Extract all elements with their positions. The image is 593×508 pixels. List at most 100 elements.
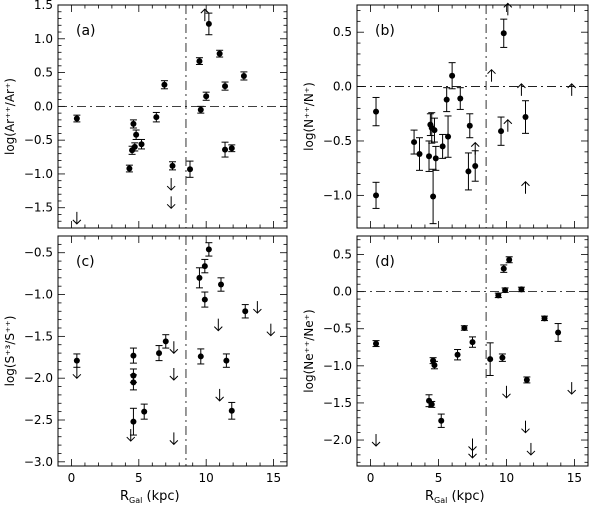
x-tick-label: 10 xyxy=(199,471,214,485)
y-tick-label: 0.0 xyxy=(333,285,352,299)
data-point xyxy=(500,18,508,48)
plot-frame xyxy=(57,4,288,229)
data-point xyxy=(129,119,137,129)
data-point xyxy=(131,142,139,152)
arrow-head xyxy=(166,185,176,191)
data-marker xyxy=(242,308,249,315)
data-marker xyxy=(495,292,502,299)
upper-limit-arrow xyxy=(166,178,176,191)
svg-text:RGal (kpc): RGal (kpc) xyxy=(425,489,485,505)
data-point xyxy=(201,258,209,274)
upper-limit-arrow xyxy=(166,196,176,210)
data-marker xyxy=(498,128,505,135)
data-marker xyxy=(228,145,235,152)
data-point xyxy=(138,138,146,150)
data-marker xyxy=(153,114,160,121)
data-point xyxy=(205,242,213,257)
data-marker xyxy=(500,265,507,272)
data-marker xyxy=(432,155,439,162)
y-tick-label: 0.0 xyxy=(34,99,53,113)
data-point xyxy=(222,353,230,368)
data-marker xyxy=(141,408,148,415)
data-point xyxy=(217,277,225,292)
arrow-head xyxy=(266,331,276,337)
data-point xyxy=(456,87,464,110)
panel-d: 0 5 10 15 0.5 0.0 −0.5 −1.0 −1.5 −2.0 log(Ne⁺⁺/Ne⁺… xyxy=(302,235,589,485)
arrow-head xyxy=(517,83,526,89)
data-point xyxy=(186,160,194,178)
data-point xyxy=(454,349,462,361)
arrow-head xyxy=(567,83,577,89)
data-point xyxy=(416,137,424,171)
data-point xyxy=(541,315,549,322)
y-axis-title: log(Ar⁺⁺/Ar⁺) xyxy=(3,78,17,155)
lower-limit-arrow xyxy=(503,2,513,16)
data-point xyxy=(500,264,508,273)
data-marker xyxy=(506,256,513,263)
data-point xyxy=(432,145,440,171)
x-axis-title-right-sub: Gal xyxy=(434,496,447,505)
arrow-head xyxy=(200,8,210,14)
x-axis-title-left-main: R xyxy=(120,489,129,504)
upper-limit-arrow xyxy=(169,368,179,381)
data-point xyxy=(428,400,436,408)
y-tick-label: −1.5 xyxy=(323,396,352,410)
plot-frame xyxy=(57,235,288,467)
data-marker xyxy=(430,193,437,200)
data-marker xyxy=(203,93,210,100)
y-tick-label: −1.5 xyxy=(24,201,53,215)
lower-limit-arrow xyxy=(200,8,210,22)
arrow-head xyxy=(169,375,179,381)
data-point xyxy=(129,407,137,436)
data-point xyxy=(129,347,137,364)
data-point xyxy=(448,62,456,90)
y-tick-label: −1.5 xyxy=(24,329,53,343)
data-marker xyxy=(197,353,204,360)
data-point xyxy=(444,115,452,158)
data-point xyxy=(228,144,236,153)
panel-label: (a) xyxy=(76,23,96,39)
svg-text:RGal (kpc): RGal (kpc) xyxy=(120,489,180,505)
data-marker xyxy=(216,50,223,57)
data-marker xyxy=(443,96,450,103)
data-point xyxy=(155,345,163,362)
data-marker xyxy=(217,281,224,288)
data-point xyxy=(73,114,81,123)
x-tick-label: 15 xyxy=(266,471,281,485)
x-tick-label: 5 xyxy=(135,471,143,485)
x-tick-label: 0 xyxy=(367,471,375,485)
y-tick-label: −1.0 xyxy=(24,167,53,181)
data-point xyxy=(439,133,447,159)
data-point xyxy=(195,267,203,289)
data-point xyxy=(425,140,433,172)
data-point xyxy=(410,129,418,155)
data-marker xyxy=(523,376,530,383)
upper-limit-arrow xyxy=(521,420,530,434)
upper-limit-arrow xyxy=(253,301,262,314)
data-point xyxy=(129,374,137,391)
data-point xyxy=(197,348,205,365)
y-tick-label: −3.0 xyxy=(24,455,53,469)
data-marker xyxy=(201,263,208,270)
data-point xyxy=(205,12,213,36)
data-point xyxy=(195,57,203,65)
y-tick-label: −1.0 xyxy=(24,288,53,302)
lower-limit-arrow xyxy=(487,69,496,82)
upper-limit-arrow xyxy=(72,211,82,225)
data-marker xyxy=(502,287,509,294)
data-marker xyxy=(133,131,140,138)
data-point xyxy=(73,353,81,368)
data-marker xyxy=(205,20,212,27)
data-marker xyxy=(541,315,548,322)
panel-c: 0 5 10 15 −0.5 −1.0 −1.5 −2.0 −2.5 −3.0 log(S⁺³/S⁺… xyxy=(3,235,288,485)
data-marker xyxy=(466,122,473,129)
data-point xyxy=(216,49,224,58)
x-axis-title-left-sub: Gal xyxy=(129,496,142,505)
x-axis-title-right-main: R xyxy=(425,489,434,504)
y-tick-label: 0.5 xyxy=(333,25,352,39)
upper-limit-arrow xyxy=(502,385,511,399)
x-tick-label: 5 xyxy=(435,471,443,485)
data-marker xyxy=(500,30,507,37)
data-marker xyxy=(156,350,163,357)
data-marker xyxy=(196,274,203,281)
